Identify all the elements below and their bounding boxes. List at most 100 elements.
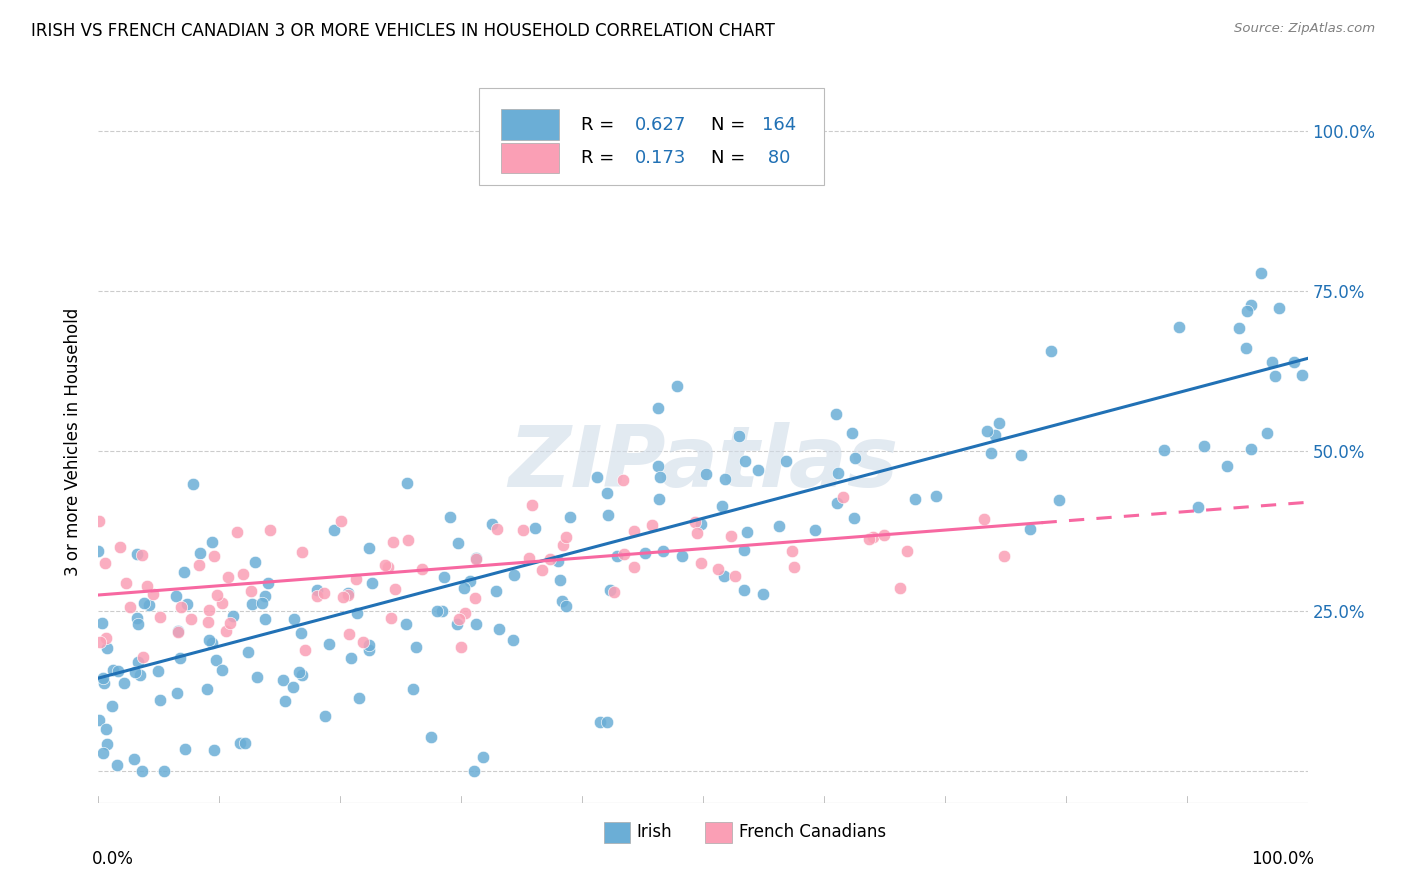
Point — [522, 498, 544, 512]
Point — [471, 750, 494, 764]
Point — [554, 530, 576, 544]
Point — [198, 633, 221, 648]
Point — [984, 427, 1007, 442]
Point — [453, 582, 475, 596]
Point — [751, 587, 773, 601]
Point — [207, 588, 229, 602]
Point — [118, 599, 141, 614]
Point — [152, 764, 174, 778]
Point — [1264, 369, 1286, 384]
Text: IRISH VS FRENCH CANADIAN 3 OR MORE VEHICLES IN HOUSEHOLD CORRELATION CHART: IRISH VS FRENCH CANADIAN 3 OR MORE VEHIC… — [31, 22, 775, 40]
Point — [588, 715, 610, 730]
Point — [1236, 304, 1258, 318]
Point — [558, 510, 581, 524]
Point — [728, 429, 751, 443]
Point — [488, 622, 510, 636]
Text: French Canadians: French Canadians — [740, 822, 886, 840]
Point — [695, 467, 717, 481]
Text: ZIPatlas: ZIPatlas — [508, 422, 898, 505]
Point — [377, 560, 399, 574]
Point — [872, 527, 894, 541]
Point — [337, 588, 360, 602]
Point — [361, 576, 384, 591]
Bar — [501, 143, 560, 173]
Point — [433, 569, 456, 583]
Point — [294, 643, 316, 657]
Point — [254, 612, 277, 626]
Point — [149, 609, 172, 624]
Point — [127, 656, 149, 670]
Point — [288, 665, 311, 679]
Point — [447, 536, 470, 550]
Point — [1010, 448, 1032, 462]
Point — [783, 560, 806, 574]
Point — [503, 568, 526, 582]
Point — [519, 551, 541, 566]
Point — [671, 549, 693, 563]
Point — [166, 625, 188, 640]
Point — [650, 470, 672, 484]
Point — [1167, 320, 1189, 334]
Point — [548, 573, 571, 587]
Point — [980, 445, 1002, 459]
Point — [108, 540, 131, 554]
Point — [347, 690, 370, 705]
Point — [1260, 355, 1282, 369]
Text: R =: R = — [581, 149, 614, 167]
Point — [254, 590, 277, 604]
Bar — [603, 822, 630, 843]
Point — [201, 535, 224, 549]
Point — [90, 615, 112, 630]
Point — [94, 723, 117, 737]
Point — [174, 741, 197, 756]
Point — [665, 378, 688, 392]
Point — [132, 596, 155, 610]
Point — [647, 401, 669, 416]
Point — [862, 531, 884, 545]
Point — [463, 764, 485, 778]
Point — [720, 529, 742, 543]
Point — [1194, 439, 1216, 453]
Point — [187, 558, 209, 572]
Point — [724, 569, 747, 583]
Text: N =: N = — [711, 116, 745, 134]
Point — [512, 523, 534, 537]
Point — [127, 611, 149, 625]
Point — [87, 514, 110, 528]
Point — [89, 634, 111, 648]
Point — [502, 632, 524, 647]
Point — [146, 664, 169, 678]
Point — [205, 653, 228, 667]
Point — [596, 715, 619, 730]
Point — [250, 597, 273, 611]
Point — [925, 490, 948, 504]
Point — [713, 472, 735, 486]
Bar — [501, 110, 560, 140]
Point — [551, 537, 574, 551]
Point — [1216, 459, 1239, 474]
Point — [641, 518, 664, 533]
Y-axis label: 3 or more Vehicles in Household: 3 or more Vehicles in Household — [65, 308, 83, 575]
Point — [337, 626, 360, 640]
Point — [612, 473, 634, 487]
Point — [685, 526, 707, 541]
Point — [827, 466, 849, 480]
Point — [211, 663, 233, 677]
Point — [768, 518, 790, 533]
Point — [259, 523, 281, 537]
Point — [173, 565, 195, 579]
Text: 164: 164 — [762, 116, 796, 134]
Point — [180, 612, 202, 626]
Point — [202, 743, 225, 757]
Point — [257, 575, 280, 590]
Point — [858, 532, 880, 546]
Point — [202, 549, 225, 563]
Point — [735, 525, 758, 540]
Point — [1256, 425, 1278, 440]
Point — [395, 617, 418, 632]
Point — [374, 558, 396, 572]
Point — [283, 680, 305, 694]
Point — [450, 640, 472, 654]
Point — [94, 556, 117, 570]
Text: 0.0%: 0.0% — [93, 850, 134, 868]
